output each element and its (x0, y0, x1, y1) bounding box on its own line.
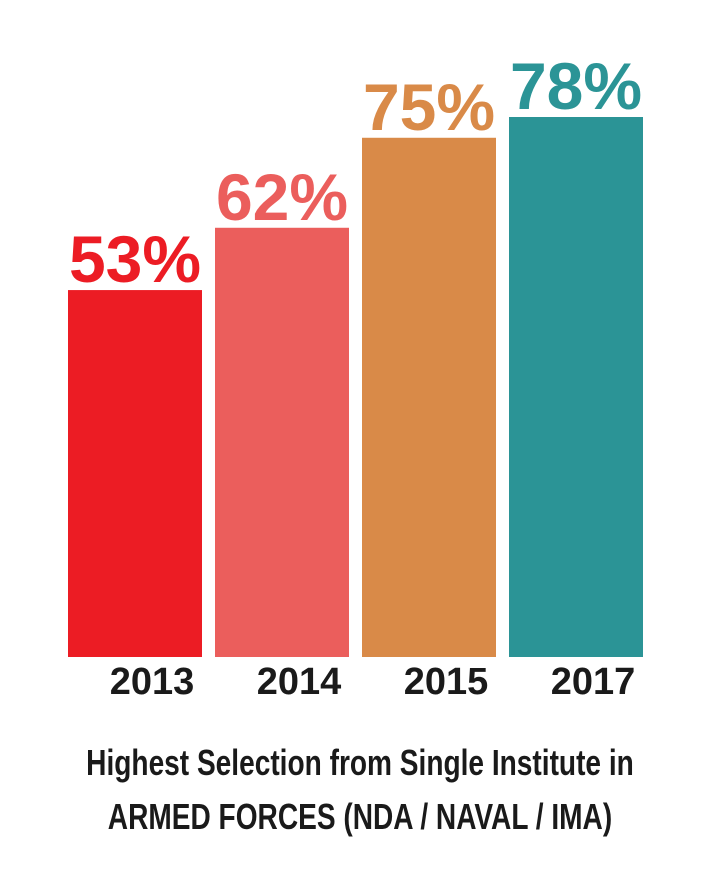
value-label-2017: 78% (510, 49, 642, 123)
bar-2013 (68, 290, 202, 657)
bar-chart: 53% 2013 62% 2014 75% 2015 78% 2017 (68, 49, 643, 703)
bar-2015 (362, 137, 496, 657)
value-label-2015: 75% (363, 70, 495, 144)
bar-2017 (509, 117, 643, 657)
chart-caption-line-1: Highest Selection from Single Institute … (86, 742, 634, 783)
value-label-2014: 62% (216, 160, 348, 234)
x-tick-label-2017: 2017 (551, 661, 636, 703)
x-tick-label-2014: 2014 (257, 661, 342, 703)
bar-2014 (215, 227, 349, 657)
chart-caption-line-2: ARMED FORCES (NDA / NAVAL / IMA) (107, 796, 613, 837)
value-label-2013: 53% (69, 222, 201, 296)
x-tick-label-2013: 2013 (110, 661, 195, 703)
x-tick-label-2015: 2015 (404, 661, 489, 703)
